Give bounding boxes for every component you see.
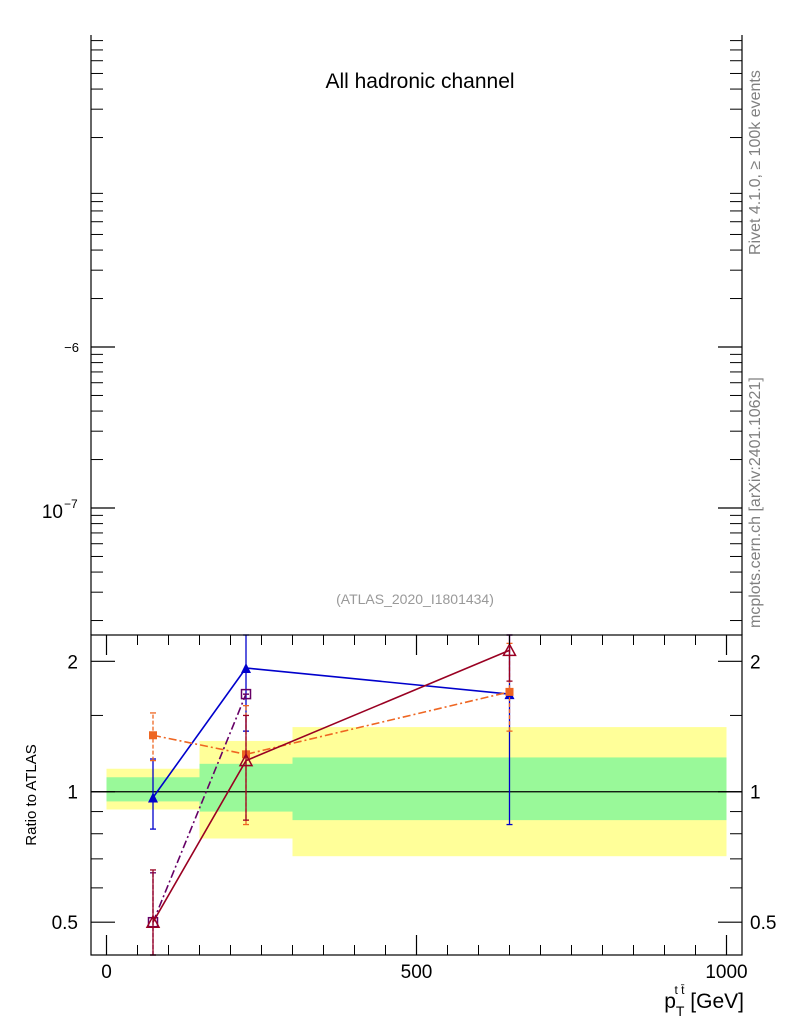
data-point (240, 688, 252, 700)
ratio-ticks (91, 635, 742, 955)
x-axis-label-sub: T (676, 1003, 685, 1019)
main-panel: All hadronic channel (ATLAS_2020_I180143… (42, 35, 743, 635)
main-y-ticks (91, 40, 742, 622)
x-tick-label: 1000 (705, 962, 747, 983)
x-axis-label-unit: [GeV] (684, 990, 744, 1013)
y-axis-label: Ratio to ATLAS (23, 744, 40, 845)
x-axis-label: pTt t̄ [GeV] (664, 983, 744, 1019)
mcplots-source-label: mcplots.cern.ch [arXiv:2401.10621] (747, 377, 764, 628)
data-point (238, 753, 254, 767)
data-point (502, 642, 517, 657)
main-title: All hadronic channel (325, 70, 514, 93)
data-point (505, 687, 514, 696)
x-axis-label-symbol: p (664, 990, 676, 1013)
y-tick-label-right: 1 (750, 783, 761, 804)
main-y-tick-label-1e-7: 10 (42, 502, 63, 523)
y-tick-label-right: 2 (750, 652, 761, 673)
series-line (152, 693, 247, 923)
rivet-version-label: Rivet 4.1.0, ≥ 100k events (747, 70, 764, 255)
y-tick-label-right: 0.5 (750, 913, 776, 934)
analysis-annotation: (ATLAS_2020_I1801434) (336, 591, 494, 607)
y-tick-label: 2 (67, 652, 78, 673)
y-tick-label: 0.5 (52, 913, 78, 934)
data-point (149, 731, 157, 740)
x-tick-label: 500 (401, 962, 433, 983)
x-tick-label: 0 (101, 962, 112, 983)
ratio-tick-labels: 0 500 1000 0.5 0.5 1 1 2 2 (52, 652, 777, 983)
x-axis-label-sup: t t̄ (674, 983, 685, 997)
main-y-tick-label-1e-6: −6 (64, 340, 79, 355)
main-y-tick-label-1e-7-exponent: −7 (64, 497, 78, 511)
series-line (152, 691, 510, 756)
ratio-panel: 0 500 1000 0.5 0.5 1 1 2 2 Ratio to ATLAS pTt t̄… (23, 634, 777, 1019)
data-point (148, 792, 158, 803)
data-point (241, 663, 251, 674)
data-point (145, 914, 161, 928)
y-tick-label: 1 (67, 783, 78, 804)
